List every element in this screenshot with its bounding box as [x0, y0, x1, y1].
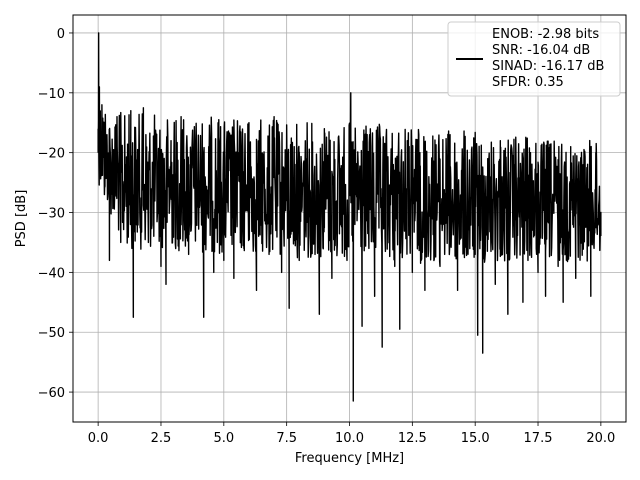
- x-tick-label: 15.0: [461, 431, 490, 446]
- legend-entry-enob: ENOB: -2.98 bits: [492, 27, 599, 42]
- x-tick-label: 10.0: [335, 431, 364, 446]
- x-tick-label: 17.5: [524, 431, 553, 446]
- x-axis-ticks: 0.0 2.5 5.0 7.5 10.0 12.5 15.0 17.5 20.0: [88, 422, 615, 446]
- x-tick-label: 5.0: [213, 431, 234, 446]
- y-axis-ticks: 0 −10 −20 −30 −40 −50 −60: [38, 27, 73, 401]
- x-tick-label: 7.5: [276, 431, 297, 446]
- y-tick-label: −10: [38, 87, 65, 102]
- legend-entry-snr: SNR: -16.04 dB: [492, 43, 590, 58]
- legend: ENOB: -2.98 bits SNR: -16.04 dB SINAD: -…: [447, 21, 621, 97]
- x-tick-label: 2.5: [151, 431, 172, 446]
- y-tick-label: −30: [38, 207, 65, 222]
- y-tick-label: −60: [38, 386, 65, 401]
- psd-series-path: [97, 32, 602, 402]
- series-line: [97, 32, 602, 402]
- legend-box: [447, 21, 621, 97]
- legend-entry-sfdr: SFDR: 0.35: [492, 75, 564, 90]
- y-tick-label: −50: [38, 326, 65, 341]
- y-axis-label: PSD [dB]: [14, 190, 29, 248]
- x-tick-label: 0.0: [88, 431, 109, 446]
- y-tick-label: −40: [38, 266, 65, 281]
- x-tick-label: 12.5: [398, 431, 427, 446]
- y-tick-label: −20: [38, 147, 65, 162]
- x-axis-label: Frequency [MHz]: [295, 451, 404, 466]
- legend-entry-sinad: SINAD: -16.17 dB: [492, 59, 604, 74]
- y-tick-label: 0: [57, 27, 65, 42]
- x-tick-label: 20.0: [586, 431, 615, 446]
